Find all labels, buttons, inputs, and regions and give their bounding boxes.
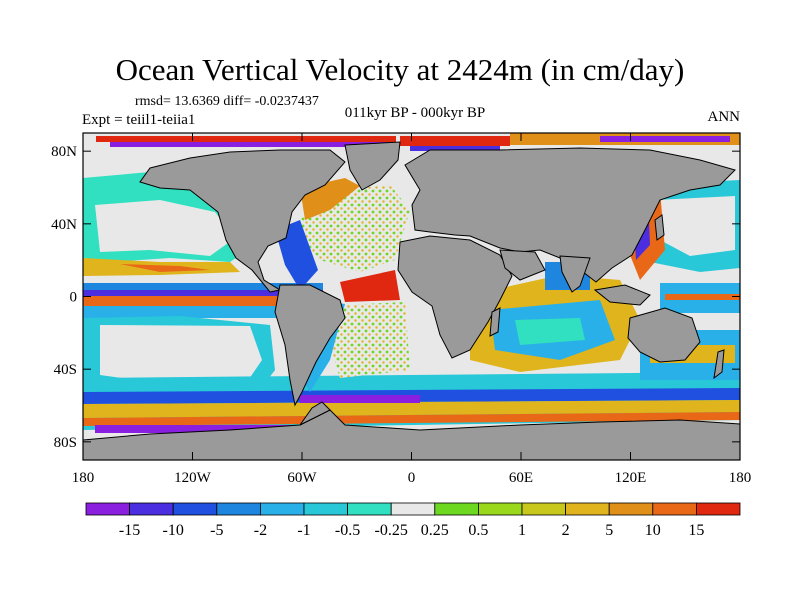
lat-tick-label: 40S (54, 362, 77, 378)
field-patch (83, 306, 323, 318)
colorbar-label: -0.5 (335, 522, 360, 539)
colorbar-swatch (521, 502, 566, 516)
colorbar-label: -1 (297, 522, 310, 539)
field-patch (665, 294, 740, 300)
field-patch (95, 200, 235, 256)
colorbar-swatch (652, 502, 697, 516)
colorbar-swatch (129, 502, 174, 516)
colorbar-swatch (303, 502, 348, 516)
colorbar-swatch (477, 502, 523, 516)
field-patch (95, 425, 295, 433)
colorbar-label: 15 (688, 522, 704, 539)
land-japan (654, 214, 665, 241)
land-antarctic-peninsula (299, 401, 331, 426)
colorbar-label: 5 (605, 522, 613, 539)
field-patch (410, 146, 500, 151)
lat-tick-label: 80S (54, 435, 77, 451)
colorbar-swatch (434, 502, 479, 516)
colorbar-swatch (347, 502, 392, 516)
map-axes: 80N 40N 0 40S 80S 180 120W 60W 0 60E 120E 180 (51, 133, 751, 486)
colorbar: -15 -10 -5 -2 -1 -0.5 -0.25 0.25 0.5 1 2 5 10 15 (85, 502, 741, 539)
field-patch (83, 296, 323, 306)
colorbar-label: 2 (562, 522, 570, 539)
field-patch (655, 196, 735, 256)
colorbar-swatch (565, 502, 610, 516)
colorbar-swatch (259, 502, 305, 516)
colorbar-label: -15 (119, 522, 140, 539)
field-patch (96, 136, 396, 142)
land-eurasia (404, 147, 736, 283)
field-patch (100, 325, 262, 385)
lon-tick-label: 0 (408, 470, 416, 486)
field-patch (340, 270, 400, 302)
colorbar-label: -2 (254, 522, 267, 539)
field-patch (330, 302, 410, 378)
land-new-zealand (713, 349, 725, 380)
field-patch (120, 264, 210, 272)
lon-tick-label: 60E (509, 470, 533, 486)
land-australia (627, 307, 701, 363)
colorbar-label: -0.25 (375, 522, 408, 539)
lat-tick-label: 80N (51, 144, 77, 160)
land-masses (83, 141, 740, 460)
field-patch (83, 290, 323, 296)
colorbar-label: -5 (210, 522, 223, 539)
colorbar-label: 1 (518, 522, 526, 539)
colorbar-swatch (696, 502, 741, 516)
field-patch (600, 136, 730, 142)
colorbar-label: 0.25 (421, 522, 449, 539)
colorbar-label: 0.5 (468, 522, 488, 539)
lat-tick-label: 40N (51, 217, 77, 233)
colorbar-swatch (608, 502, 654, 516)
land-africa (397, 235, 513, 359)
land-arabia (499, 249, 546, 281)
colorbar-swatch (85, 502, 130, 516)
period-label: 011kyr BP - 000kyr BP (344, 105, 486, 121)
field-patch (83, 412, 740, 426)
land-south-america (274, 284, 346, 407)
lon-tick-label: 60W (287, 470, 317, 486)
field-patch (515, 318, 585, 345)
figure-title: Ocean Vertical Velocity at 2424m (in cm/… (115, 52, 685, 87)
land-antarctica (83, 409, 740, 460)
lat-tick-label: 0 (70, 290, 78, 306)
lon-tick-label: 120W (174, 470, 212, 486)
lon-tick-label: 120E (615, 470, 647, 486)
land-north-america (139, 149, 346, 293)
colorbar-label: -10 (163, 522, 184, 539)
land-madagascar (489, 307, 501, 337)
lon-tick-label: 180 (729, 470, 752, 486)
season-label: ANN (707, 109, 741, 125)
lon-tick-label: 180 (72, 470, 95, 486)
land-india (559, 255, 591, 293)
stats-label: rmsd= 13.6369 diff= -0.0237437 (135, 94, 319, 109)
field-patch (400, 136, 510, 146)
colorbar-swatch (216, 502, 261, 516)
land-maritime-asia (593, 284, 651, 306)
field-patch (300, 395, 420, 403)
field-patch (110, 142, 390, 147)
colorbar-swatch (172, 502, 218, 516)
colorbar-label: 10 (645, 522, 661, 539)
velocity-field (83, 133, 740, 460)
land-greenland (344, 141, 401, 191)
experiment-label: Expt = teiil1-teiia1 (82, 112, 196, 128)
colorbar-swatch (390, 502, 436, 516)
